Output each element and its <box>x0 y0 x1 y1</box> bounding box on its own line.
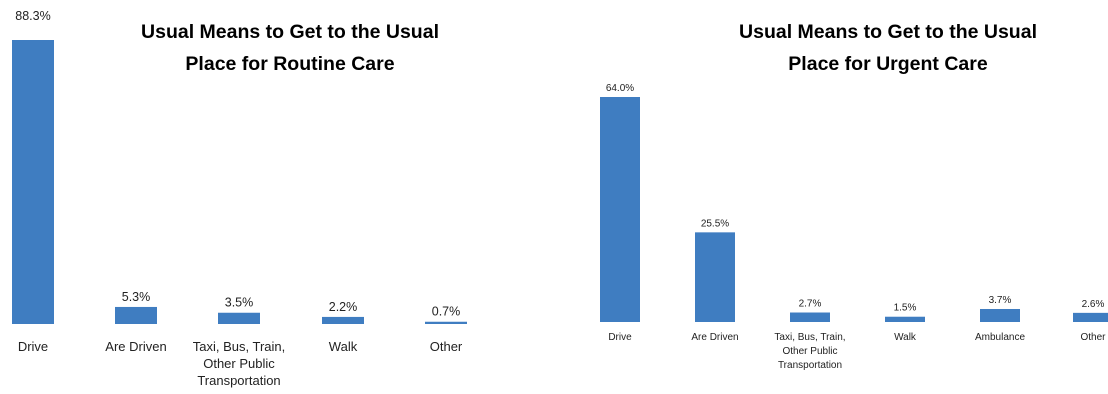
category-label: Drive <box>18 339 48 354</box>
data-label: 2.2% <box>329 300 358 314</box>
chart-title-line: Usual Means to Get to the Usual <box>141 21 439 43</box>
bar <box>218 312 260 324</box>
category-label-line: Taxi, Bus, Train, <box>193 339 285 354</box>
chart-title-line: Place for Routine Care <box>185 53 394 75</box>
category-label-line: Are Driven <box>105 339 166 354</box>
category-label-line: Other Public <box>203 356 275 371</box>
category-label-line: Walk <box>894 332 917 343</box>
category-label: Other <box>1080 332 1106 343</box>
data-label: 3.7% <box>989 295 1012 306</box>
category-label-line: Drive <box>608 332 632 343</box>
bar <box>885 316 925 322</box>
chart-title: Usual Means to Get to the Usual Place for… <box>141 21 439 75</box>
bar <box>425 321 467 324</box>
bar <box>695 232 735 322</box>
data-label: 5.3% <box>122 290 151 304</box>
bar <box>1073 312 1108 322</box>
bar <box>790 312 830 322</box>
category-label-line: Other <box>430 339 463 354</box>
category-label-line: Are Driven <box>691 332 738 343</box>
category-label: Other <box>430 339 463 354</box>
bar <box>322 316 364 324</box>
data-label: 2.7% <box>799 299 822 310</box>
category-label-line: Transportation <box>197 373 280 388</box>
data-label: 2.6% <box>1082 299 1105 310</box>
urgent-care-chart: Usual Means to Get to the Usual Place for… <box>600 21 1108 371</box>
category-label-line: Walk <box>329 339 358 354</box>
bar <box>115 306 157 324</box>
routine-care-chart: Usual Means to Get to the Usual Place for… <box>12 9 467 388</box>
category-label-line: Taxi, Bus, Train, <box>774 332 845 343</box>
category-label: Are Driven <box>691 332 738 343</box>
category-label: Walk <box>894 332 917 343</box>
category-label-line: Other <box>1080 332 1106 343</box>
category-label: Walk <box>329 339 358 354</box>
category-label-line: Ambulance <box>975 332 1025 343</box>
category-label: Ambulance <box>975 332 1025 343</box>
bar <box>980 308 1020 322</box>
data-label: 64.0% <box>606 83 634 94</box>
category-label: Taxi, Bus, Train, Other Public Transportat… <box>193 339 285 388</box>
category-label-line: Other Public <box>782 346 837 357</box>
data-label: 0.7% <box>432 305 461 319</box>
category-label-line: Transportation <box>778 360 842 371</box>
data-label: 1.5% <box>894 303 917 314</box>
data-label: 25.5% <box>701 218 729 229</box>
data-label: 88.3% <box>15 9 50 23</box>
category-label-line: Drive <box>18 339 48 354</box>
chart-title-line: Place for Urgent Care <box>788 53 988 75</box>
bar <box>600 97 640 322</box>
category-label: Taxi, Bus, Train, Other Public Transportat… <box>774 332 845 371</box>
bar <box>12 40 54 324</box>
category-label: Are Driven <box>105 339 166 354</box>
category-label: Drive <box>608 332 632 343</box>
chart-title-line: Usual Means to Get to the Usual <box>739 21 1037 43</box>
chart-title: Usual Means to Get to the Usual Place for… <box>739 21 1037 75</box>
data-label: 3.5% <box>225 296 254 310</box>
